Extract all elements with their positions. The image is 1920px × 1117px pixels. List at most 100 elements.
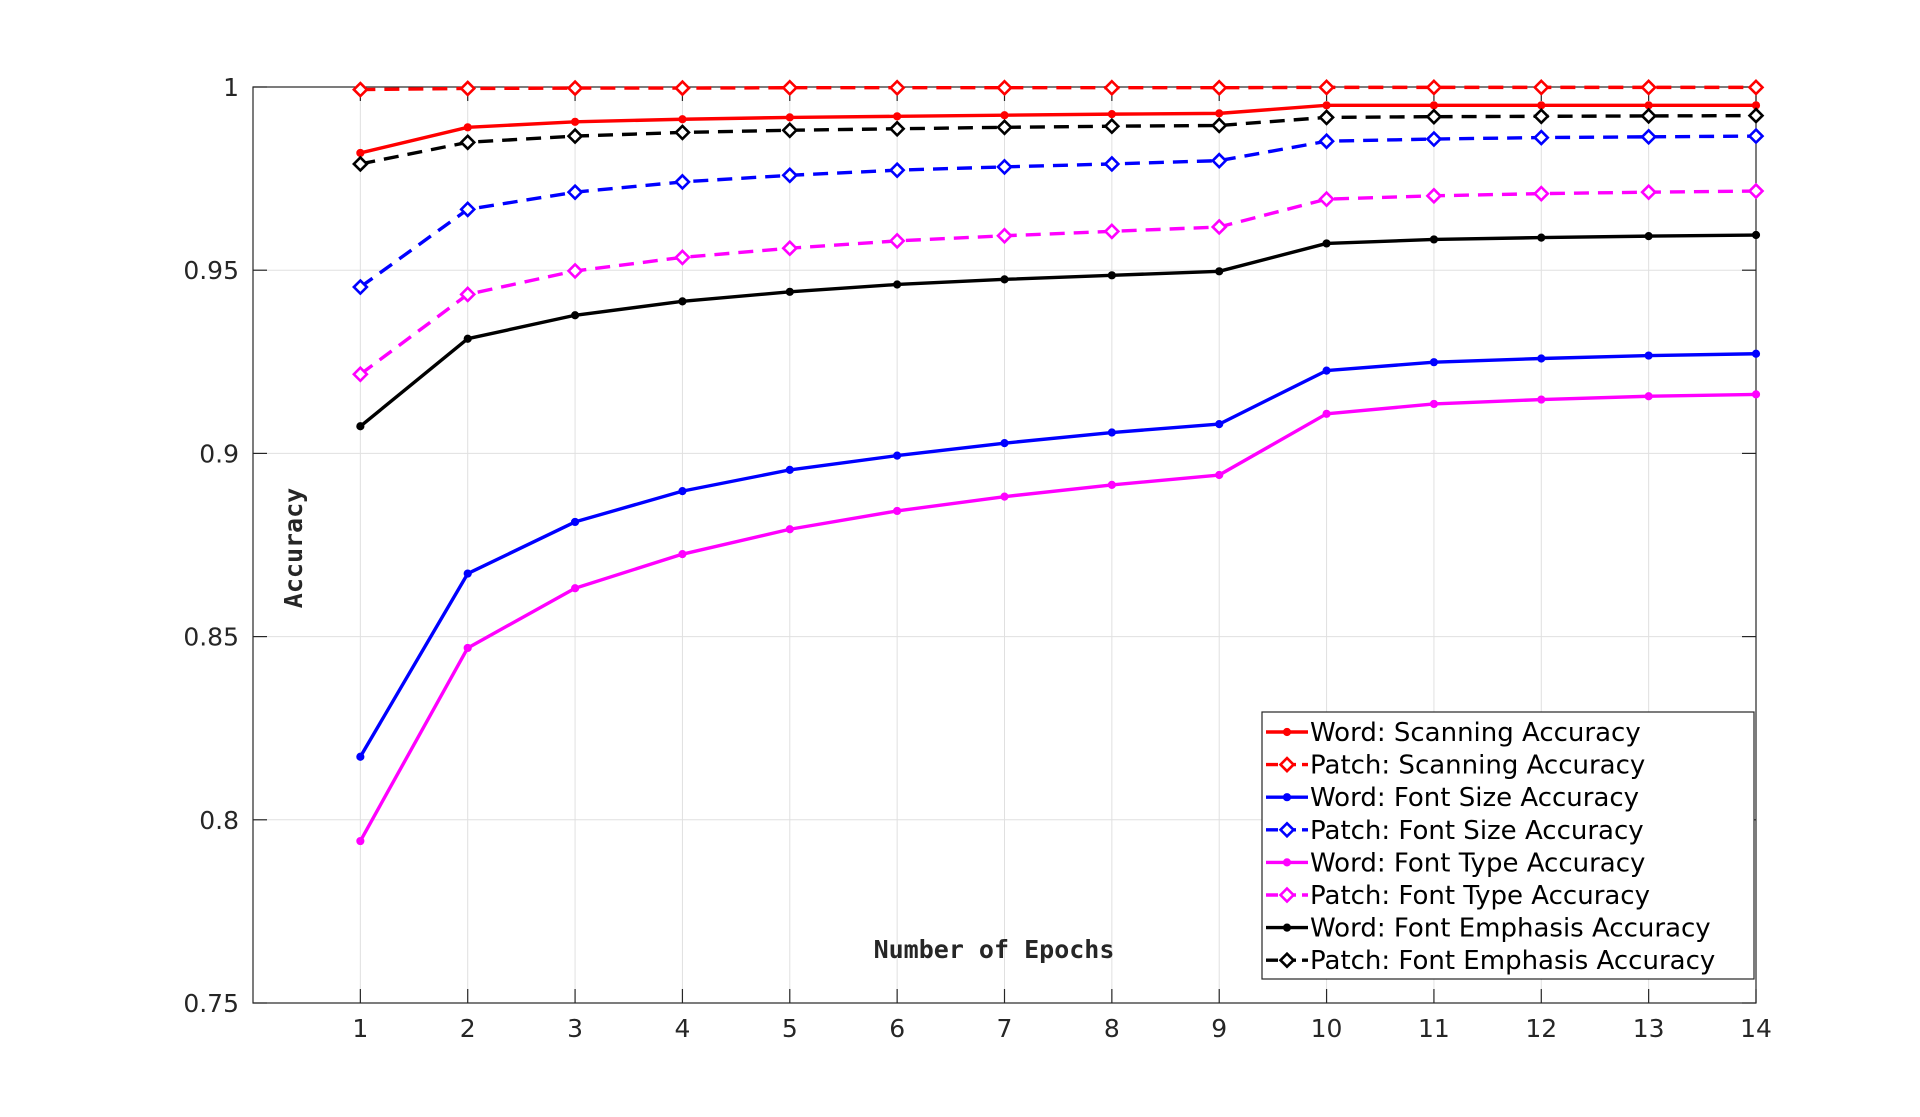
series-7 [356,230,1761,431]
data-point [1640,107,1657,125]
data-point [463,569,472,578]
series-line [360,113,1757,166]
data-point [1322,239,1331,248]
data-point [1107,480,1116,490]
y-axis-label: Accuracy [279,488,308,608]
series-line [358,392,1757,842]
data-point [1210,152,1228,169]
data-point [1210,79,1228,97]
x-tick-label: 12 [1525,1014,1557,1043]
x-tick-label: 14 [1740,1014,1772,1043]
data-point [893,506,902,516]
data-point [1537,395,1546,404]
y-tick-label: 0.85 [183,623,239,652]
legend-item: Word: Font Type Accuracy [1266,848,1645,878]
series-line [359,189,1757,376]
data-point [893,112,902,121]
data-point [356,752,365,761]
data-point [1532,79,1550,96]
legend-label: Patch: Font Type Accuracy [1310,881,1650,911]
data-point [1532,129,1550,146]
legend-label: Patch: Font Size Accuracy [1310,816,1644,846]
data-point [1215,419,1224,429]
legend-marker [1282,858,1292,867]
data-point [1537,354,1546,363]
data-point [781,166,799,184]
x-axis-label: Number of Epochs [874,935,1115,964]
series-5 [356,390,1761,846]
x-tick-label: 3 [567,1014,583,1043]
series-line [359,134,1757,289]
data-point [678,297,687,306]
data-point [1318,79,1335,96]
legend-marker [1278,756,1296,773]
data-point [352,81,369,98]
data-point [678,487,687,496]
data-point [996,158,1013,176]
data-point [781,239,799,257]
data-point [1532,185,1550,202]
series-2 [352,79,1765,98]
x-tick-label: 7 [997,1014,1013,1043]
data-point [1107,428,1116,437]
data-point [1747,107,1765,124]
data-point [1103,155,1121,173]
data-point [459,133,477,151]
series-line [358,352,1757,758]
data-point [1429,358,1439,367]
data-point [888,79,906,97]
data-point [1537,101,1546,110]
data-point [1318,132,1335,150]
x-tick-label: 13 [1633,1014,1665,1043]
data-point [1429,101,1439,110]
data-point [893,451,902,460]
data-point [1425,79,1443,96]
data-point [1644,232,1653,241]
x-tick-label: 5 [782,1014,798,1043]
data-point [463,643,472,653]
data-point [1644,351,1653,360]
series-8 [352,107,1765,173]
data-point [1751,390,1761,399]
data-point [888,120,906,138]
legend-marker [1282,727,1292,737]
data-point [1103,223,1121,240]
data-point [1103,117,1121,135]
y-tick-label: 1 [223,73,239,102]
data-point [674,173,691,191]
data-point [678,550,687,559]
series-6 [352,182,1765,383]
data-point [570,311,580,320]
data-point [1210,117,1228,134]
data-point [1747,182,1765,200]
legend-marker [1278,951,1296,969]
legend-item: Patch: Font Type Accuracy [1266,881,1650,911]
data-point [1425,187,1443,205]
data-point [1318,190,1335,208]
data-point [1215,109,1224,118]
data-point [888,161,906,179]
data-point [1747,79,1765,96]
data-point [1107,271,1116,280]
data-point [1751,230,1761,240]
x-tick-label: 8 [1104,1014,1120,1043]
legend-label: Word: Font Emphasis Accuracy [1310,914,1711,944]
legend-marker [1278,821,1296,839]
data-point [1000,439,1009,448]
legend-item: Patch: Font Emphasis Accuracy [1266,946,1715,976]
data-point [785,113,794,122]
data-point [674,249,691,266]
data-point [356,422,365,431]
series-layer [352,79,1765,846]
series-line [359,103,1756,155]
y-tick-label: 0.95 [183,256,239,285]
legend-marker [1278,886,1296,904]
data-point [463,334,472,343]
series-1 [356,101,1761,158]
legend-item: Word: Font Emphasis Accuracy [1266,914,1711,944]
legend-label: Word: Scanning Accuracy [1310,718,1641,748]
y-tick-label: 0.8 [199,806,239,835]
data-point [1751,349,1761,358]
series-line [360,85,1756,92]
